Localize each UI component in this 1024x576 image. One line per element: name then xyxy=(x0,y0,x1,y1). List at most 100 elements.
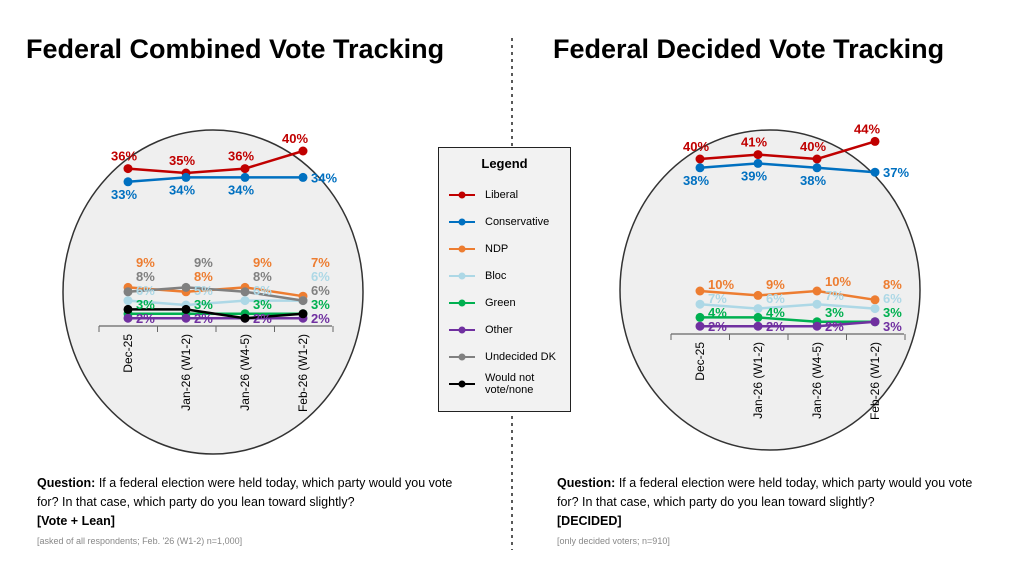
data-point xyxy=(298,309,308,319)
data-label: 36% xyxy=(228,149,254,164)
data-label: 2% xyxy=(311,311,330,326)
data-label: 6% xyxy=(253,283,272,298)
data-label: 6% xyxy=(311,283,330,298)
series-line xyxy=(700,316,875,324)
question-text: If a federal election were held today, w… xyxy=(557,476,973,509)
data-label: 8% xyxy=(883,277,902,292)
legend-label: Would not vote/none xyxy=(485,371,535,396)
data-point xyxy=(870,317,880,327)
data-label: 3% xyxy=(883,319,902,334)
chart-1: Dec-25 Jan-26 (W1-2) Jan-26 (W4-5) Feb-26 (… xyxy=(619,121,921,451)
x-tick-label: Feb-26 (W1-2) xyxy=(296,334,310,412)
data-label: 35% xyxy=(169,153,195,168)
data-label: 7% xyxy=(311,255,330,270)
legend: Legend Liberal Conservative NDP Bloc Green Ot… xyxy=(438,147,571,412)
data-label: 34% xyxy=(311,170,337,185)
series-line xyxy=(127,176,303,184)
data-label: 3% xyxy=(253,297,272,312)
data-point xyxy=(753,158,763,168)
data-point xyxy=(753,312,763,322)
legend-label: Undecided DK xyxy=(485,350,556,363)
data-point xyxy=(695,312,705,322)
data-label: 6% xyxy=(883,291,902,306)
legend-item: Undecided DK xyxy=(439,343,570,370)
series-line xyxy=(699,140,876,161)
data-label: 3% xyxy=(136,297,155,312)
data-point xyxy=(695,286,705,296)
data-point xyxy=(181,282,191,292)
data-point xyxy=(123,296,133,306)
left-chart-title: Federal Combined Vote Tracking xyxy=(26,34,445,64)
plot-area-ellipse xyxy=(62,129,364,455)
x-tick-label: Jan-26 (W4-5) xyxy=(238,334,252,411)
data-label: 3% xyxy=(883,305,902,320)
legend-marker-icon xyxy=(449,272,475,279)
series-line xyxy=(699,162,876,174)
data-point xyxy=(123,164,133,174)
data-label: 7% xyxy=(708,291,727,306)
data-label: 4% xyxy=(708,305,727,320)
data-point xyxy=(123,177,133,187)
x-tick-label: Dec-25 xyxy=(121,334,135,373)
data-label: 36% xyxy=(111,149,137,164)
question-label: Question: xyxy=(37,476,96,490)
data-label: 9% xyxy=(766,277,785,292)
series-line xyxy=(127,286,304,302)
data-label: 10% xyxy=(708,277,734,292)
data-point xyxy=(240,172,250,182)
data-label: 3% xyxy=(311,297,330,312)
data-point xyxy=(123,313,133,323)
data-point xyxy=(812,286,822,296)
data-label: 2% xyxy=(766,319,785,334)
x-tick-label: Jan-26 (W1-2) xyxy=(751,342,765,419)
data-label: 40% xyxy=(683,139,709,154)
legend-marker-icon xyxy=(449,191,475,198)
data-point xyxy=(812,154,822,164)
data-label: 2% xyxy=(708,319,727,334)
data-point xyxy=(812,163,822,173)
data-point xyxy=(870,304,880,314)
data-label: 38% xyxy=(800,173,826,188)
data-label: 2% xyxy=(825,319,844,334)
data-point xyxy=(870,295,880,305)
x-tick-label: Jan-26 (W4-5) xyxy=(810,342,824,419)
chart-0: Dec-25 Jan-26 (W1-2) Jan-26 (W4-5) Feb-26 (… xyxy=(62,129,364,455)
data-label: 2% xyxy=(194,311,213,326)
data-point xyxy=(298,296,308,306)
legend-label: Bloc xyxy=(485,269,507,282)
data-label: 2% xyxy=(253,311,272,326)
series-line xyxy=(699,289,876,302)
series-line xyxy=(128,308,304,320)
data-label: 39% xyxy=(741,168,767,183)
legend-label: Liberal xyxy=(485,188,519,201)
data-point xyxy=(695,321,705,331)
series-line xyxy=(127,299,303,307)
question-text: If a federal election were held today, w… xyxy=(37,476,453,509)
data-point xyxy=(753,304,763,314)
data-point xyxy=(181,313,191,323)
legend-item: Conservative xyxy=(439,208,570,235)
legend-item: NDP xyxy=(439,235,570,262)
legend-label: Other xyxy=(485,323,513,336)
data-label: 9% xyxy=(136,255,155,270)
data-label: 6% xyxy=(766,291,785,306)
data-point xyxy=(753,290,763,300)
question-tag: [Vote + Lean] xyxy=(37,514,115,528)
data-point xyxy=(870,136,880,146)
data-label: 40% xyxy=(282,131,308,146)
data-label: 9% xyxy=(253,255,272,270)
data-point xyxy=(123,287,133,297)
data-point xyxy=(695,163,705,173)
data-point xyxy=(240,313,250,323)
data-label: 3% xyxy=(194,297,213,312)
legend-marker-icon xyxy=(449,218,475,225)
data-point xyxy=(240,287,250,297)
x-tick-label: Dec-25 xyxy=(693,342,707,381)
data-point xyxy=(181,172,191,182)
data-point xyxy=(812,321,822,331)
question-label: Question: xyxy=(557,476,616,490)
data-point xyxy=(870,167,880,177)
series-line xyxy=(699,302,876,310)
legend-item: Green xyxy=(439,289,570,316)
